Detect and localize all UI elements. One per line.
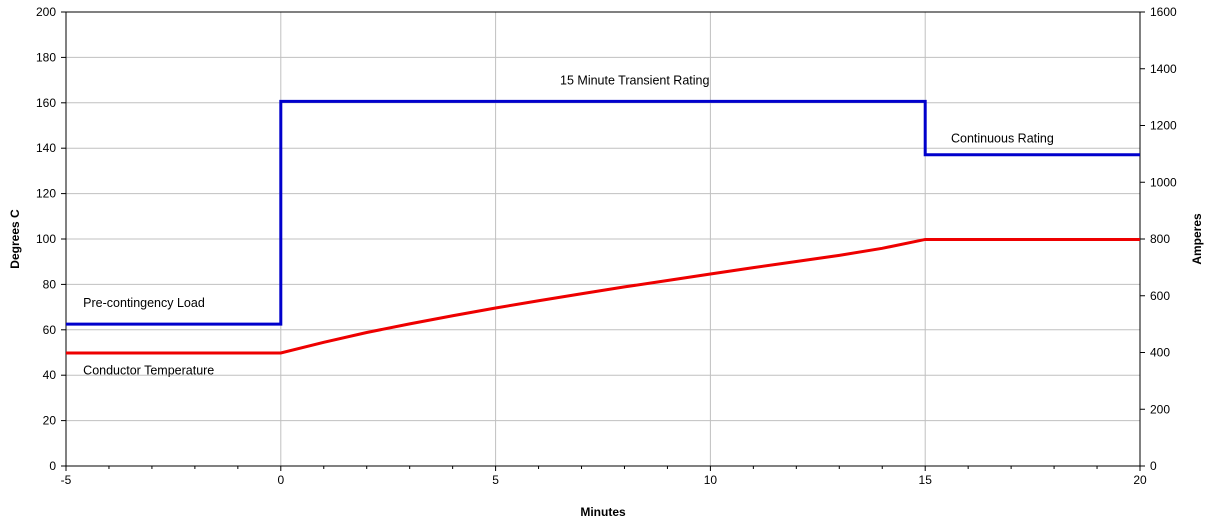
y-left-tick-label: 120: [36, 187, 56, 201]
y-right-tick-label: 400: [1150, 346, 1170, 360]
y-left-tick-label: 20: [43, 414, 57, 428]
x-tick-label: 20: [1133, 473, 1147, 487]
y-right-tick-label: 1600: [1150, 5, 1177, 19]
annotation-label: Conductor Temperature: [83, 364, 214, 378]
y-left-tick-label: 140: [36, 141, 56, 155]
x-tick-label: 15: [919, 473, 933, 487]
annotation-label: 15 Minute Transient Rating: [560, 74, 709, 88]
conductor-temperature-line: [66, 237, 1140, 355]
y-left-tick-label: 40: [43, 368, 57, 382]
y-left-tick-label: 60: [43, 323, 57, 337]
y-right-axis-title: Amperes: [1190, 213, 1204, 265]
y-left-tick-label: 0: [49, 459, 56, 473]
x-tick-label: -5: [61, 473, 72, 487]
x-tick-label: 10: [704, 473, 718, 487]
y-right-tick-label: 1400: [1150, 62, 1177, 76]
series: [66, 99, 1140, 355]
y-left-tick-label: 160: [36, 96, 56, 110]
y-left-tick-label: 100: [36, 232, 56, 246]
y-right-tick-label: 1200: [1150, 119, 1177, 133]
x-axis-title: Minutes: [580, 505, 626, 519]
y-left-tick-label: 80: [43, 277, 57, 291]
y-right-tick-label: 800: [1150, 232, 1170, 246]
x-tick-label: 5: [492, 473, 499, 487]
y-right-tick-label: 600: [1150, 289, 1170, 303]
y-right-tick-label: 1000: [1150, 175, 1177, 189]
y-right-tick-label: 200: [1150, 402, 1170, 416]
y-right-tick-label: 0: [1150, 459, 1157, 473]
ampere-rating-line: [66, 99, 1140, 326]
y-left-tick-label: 180: [36, 50, 56, 64]
labels: -5 0 5 10 15 20020406080100120140160180200020…: [36, 5, 1177, 487]
y-left-tick-label: 200: [36, 5, 56, 19]
annotation-label: Pre-contingency Load: [83, 296, 205, 310]
y-left-axis-title: Degrees C: [8, 209, 22, 269]
annotation-label: Continuous Rating: [951, 132, 1054, 146]
x-tick-label: 0: [277, 473, 284, 487]
